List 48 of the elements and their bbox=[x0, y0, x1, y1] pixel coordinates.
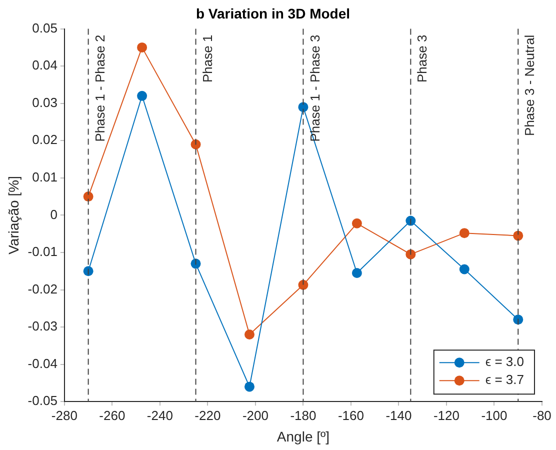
x-tick-label: -100 bbox=[481, 408, 508, 423]
point bbox=[83, 266, 94, 276]
point bbox=[513, 314, 524, 325]
y-tick-label: 0 bbox=[50, 206, 58, 222]
ref-line-label: Phase 1 - Phase 3 bbox=[307, 34, 322, 142]
x-tick-label: -160 bbox=[338, 408, 364, 423]
y-tick-label: -0.01 bbox=[28, 244, 58, 260]
point bbox=[459, 228, 470, 238]
y-tick-label: -0.05 bbox=[28, 393, 58, 408]
point bbox=[137, 42, 148, 52]
x-tick-label: -140 bbox=[386, 408, 412, 423]
x-tick-label: -260 bbox=[99, 408, 126, 423]
point bbox=[352, 218, 362, 228]
x-tick-label: -120 bbox=[433, 408, 460, 423]
point bbox=[190, 139, 201, 150]
x-axis-title: Angle [º] bbox=[276, 428, 330, 444]
legend-label: ϵ = 3.0 bbox=[485, 354, 524, 370]
ref-line-label: Phase 1 bbox=[200, 34, 215, 83]
x-tick-label: -220 bbox=[194, 408, 221, 423]
y-tick-label: 0.03 bbox=[32, 94, 58, 110]
ref-line-label: Phase 3 - Neutral bbox=[522, 34, 538, 136]
x-tick-label: -240 bbox=[146, 408, 173, 423]
point bbox=[298, 102, 308, 112]
y-tick-label: -0.03 bbox=[28, 318, 58, 334]
y-tick-label: 0.05 bbox=[32, 20, 58, 36]
point bbox=[83, 192, 94, 202]
x-tick-label: -280 bbox=[51, 408, 78, 423]
point bbox=[406, 249, 416, 260]
point bbox=[244, 382, 254, 392]
y-tick-label: -0.04 bbox=[28, 356, 58, 371]
point bbox=[244, 329, 254, 340]
y-tick-label: 0.04 bbox=[32, 58, 58, 73]
legend-label: ϵ = 3.7 bbox=[485, 372, 524, 388]
point bbox=[298, 280, 308, 290]
ref-line-label: Phase 1 - Phase 2 bbox=[92, 34, 108, 142]
y-axis-title: Variação [%] bbox=[5, 176, 22, 254]
y-tick-label: 0.01 bbox=[32, 170, 58, 184]
point bbox=[352, 268, 362, 278]
point bbox=[513, 230, 524, 241]
x-tick-label: -80 bbox=[532, 408, 552, 423]
x-tick-label: -200 bbox=[242, 408, 268, 423]
x-tick-label: -180 bbox=[290, 408, 316, 423]
point bbox=[137, 90, 148, 101]
point bbox=[459, 264, 470, 274]
y-tick-label: -0.02 bbox=[28, 281, 58, 296]
chart-title: b Variation in 3D Model bbox=[196, 5, 350, 22]
y-tick-label: 0.02 bbox=[32, 132, 58, 148]
ref-line-label: Phase 3 bbox=[414, 34, 430, 83]
